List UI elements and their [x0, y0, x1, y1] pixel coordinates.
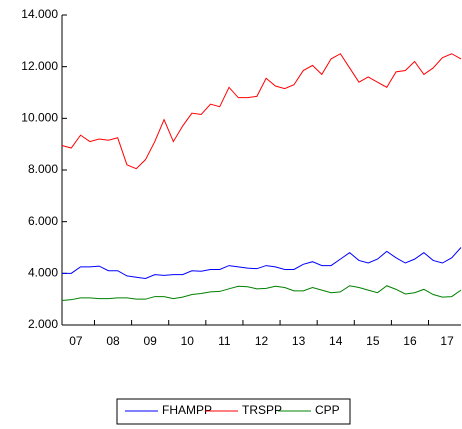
y-tick-label: 14.000	[21, 7, 58, 21]
legend-label: FHAMPP	[162, 403, 212, 417]
y-tick-label: 4.000	[28, 266, 58, 280]
y-tick-label: 2.000	[28, 317, 58, 331]
series-line	[62, 247, 462, 280]
x-tick-label: 16	[403, 334, 417, 348]
x-tick-label: 12	[255, 334, 269, 348]
x-tick-label: 10	[181, 334, 195, 348]
x-tick-label: 17	[440, 334, 454, 348]
legend-label: CPP	[315, 403, 340, 417]
series-line	[61, 285, 462, 301]
y-tick-label: 10.000	[21, 111, 58, 125]
x-tick-label: 15	[366, 334, 380, 348]
x-tick-label: 08	[106, 334, 120, 348]
y-tick-label: 6.000	[28, 214, 58, 228]
x-tick-label: 13	[292, 334, 306, 348]
x-tick-label: 07	[69, 334, 83, 348]
series-line	[61, 53, 462, 170]
y-tick-label: 12.000	[21, 59, 58, 73]
x-tick-label: 14	[329, 334, 343, 348]
x-tick-label: 11	[218, 334, 231, 348]
y-tick-label: 8.000	[28, 162, 58, 176]
x-tick-label: 09	[143, 334, 157, 348]
legend-label: TRSPP	[242, 403, 282, 417]
